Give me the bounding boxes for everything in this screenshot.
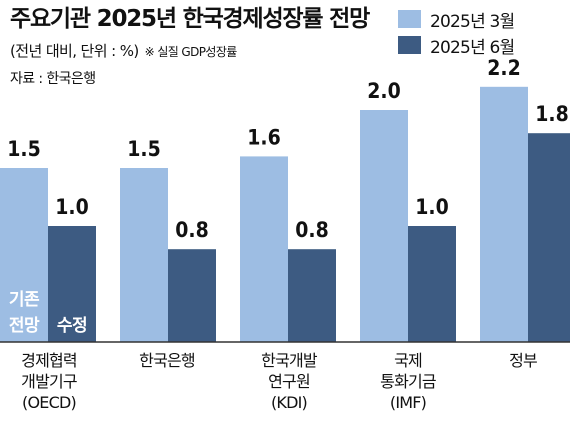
category-label-4-0: 정부 [509,351,537,370]
category-label-0-2: (OECD) [22,393,76,412]
value-label-june-3: 1.0 [415,195,448,219]
bar-march-4 [480,86,528,342]
in-bar-label-march-0: 기존 [9,290,40,310]
value-label-june-2: 0.8 [295,218,328,242]
value-label-june-4: 1.8 [535,102,568,126]
chart-subtitle: (전년 대비, 단위 : %) ※ 실질 GDP성장률 [10,40,237,61]
category-label-2-2: (KDI) [271,393,307,412]
in-bar-label-march-1: 전망 [9,316,40,336]
value-label-march-0: 1.5 [7,137,40,161]
bar-march-2 [240,156,288,342]
category-label-3-0: 국제 [394,351,422,370]
value-label-march-1: 1.5 [127,137,160,161]
bar-march-1 [120,168,168,342]
unit-label: (전년 대비, 단위 : %) [10,42,139,60]
source-label: 자료 : 한국은행 [10,71,96,87]
category-label-0-1: 개발기구 [21,372,77,391]
category-label-2-0: 한국개발 [261,351,318,370]
bar-june-3 [408,226,456,342]
gdp-note: ※ 실질 GDP성장률 [144,45,238,59]
bar-march-3 [360,110,408,342]
bar-june-4 [528,133,570,342]
legend-swatch-june [398,36,421,54]
value-label-june-1: 0.8 [175,218,208,242]
in-bar-label-june-0: 수정 [57,316,87,336]
legend-item-june: 2025년 6월 [398,34,515,58]
bar-march-0 [0,168,48,342]
chart-title: 주요기관 2025년 한국경제성장률 전망 [10,6,370,32]
value-label-march-2: 1.6 [247,125,280,149]
category-label-3-1: 통화기금 [380,372,436,391]
bar-june-1 [168,249,216,342]
category-label-2-1: 연구원 [268,372,310,391]
value-label-march-4: 2.2 [487,56,520,80]
legend-label-june: 2025년 6월 [430,37,515,58]
legend-item-march: 2025년 3월 [398,8,515,32]
category-label-0-0: 경제협력 [21,351,77,370]
legend: 2025년 3월 2025년 6월 [398,8,515,60]
value-label-june-0: 1.0 [55,195,88,219]
category-label-3-2: (IMF) [390,393,426,412]
bar-june-2 [288,249,336,342]
bar-june-0 [48,226,96,342]
legend-label-march: 2025년 3월 [430,11,515,32]
legend-swatch-march [398,10,421,28]
value-label-march-3: 2.0 [367,79,400,103]
category-label-1-0: 한국은행 [139,351,195,370]
